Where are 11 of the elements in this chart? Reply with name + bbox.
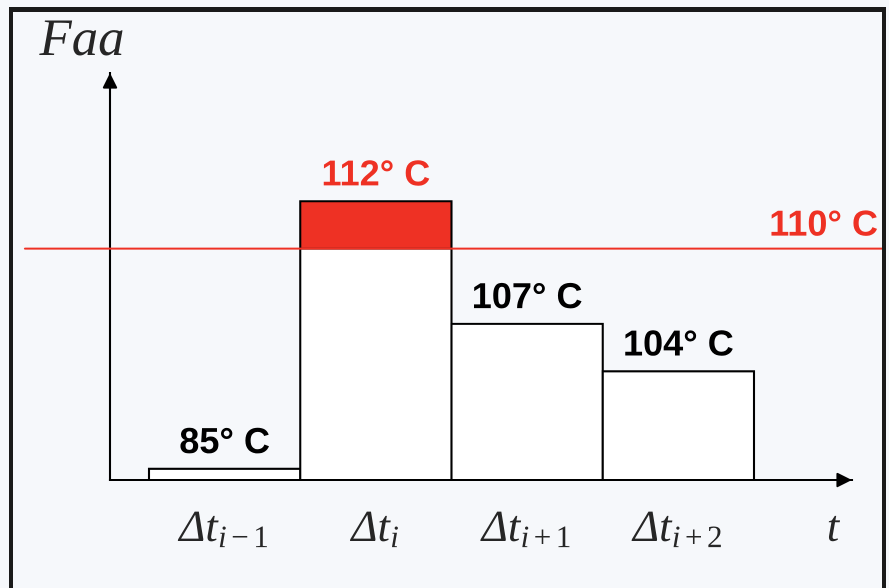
y-axis-title: Faa bbox=[39, 20, 123, 56]
x-tick-label: Δt$_{i}$ bbox=[350, 512, 398, 548]
annotation: 112° C bbox=[324, 160, 430, 186]
annotation: 107° C bbox=[474, 282, 582, 308]
x-tick-label: Δt$_{i+2}$ bbox=[632, 512, 721, 548]
annotation: 104° C bbox=[625, 330, 733, 356]
x-tick-label: Δt$_{i−1}$ bbox=[178, 512, 267, 548]
annotation: 85° C bbox=[180, 428, 269, 454]
x-axis-title: t bbox=[828, 516, 840, 542]
ref-line-label: 110° C bbox=[771, 210, 878, 236]
x-tick-label: Δt$_{i+1}$ bbox=[480, 512, 570, 548]
